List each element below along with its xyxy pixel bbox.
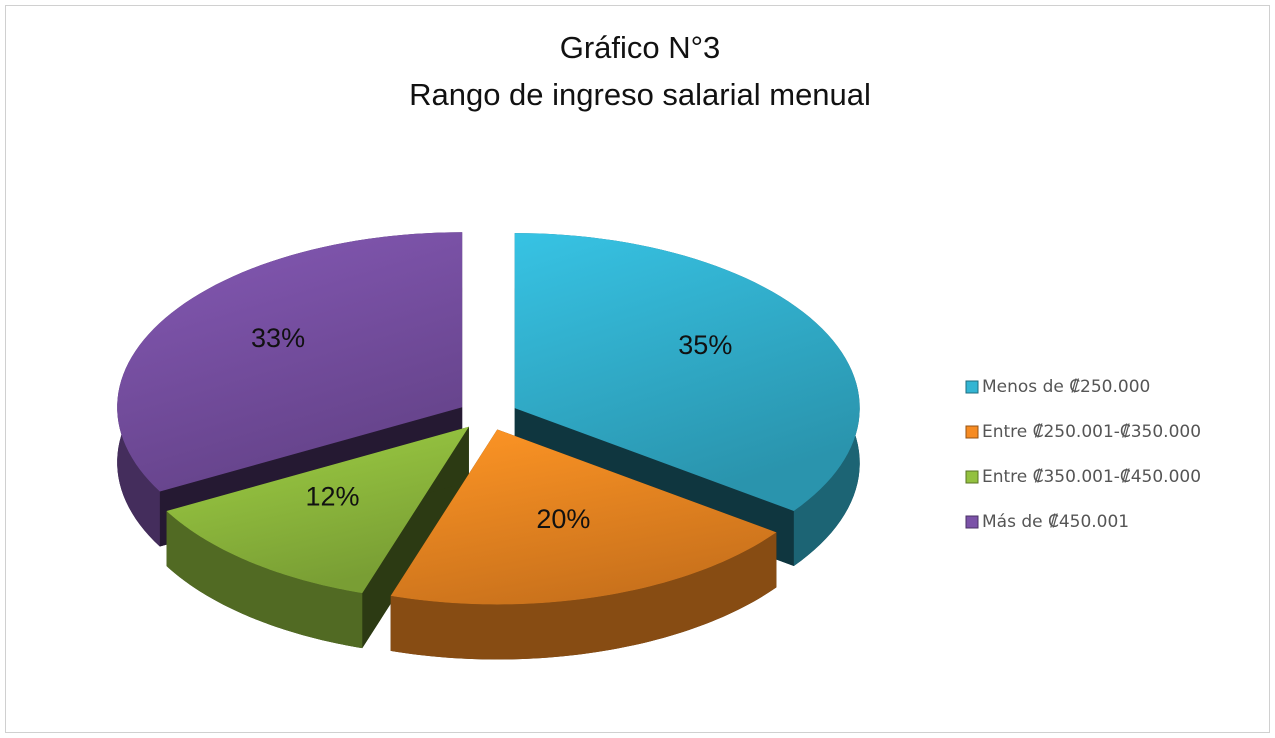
slice-wall — [390, 532, 777, 660]
slice — [390, 429, 777, 660]
slice-top — [117, 232, 463, 492]
slice-top — [390, 429, 777, 605]
legend-label: Menos de ₡250.000 — [982, 377, 1150, 397]
chart-title: Gráfico N°3 — [560, 30, 721, 65]
slice-wall — [166, 511, 363, 649]
data-label: 20% — [536, 504, 590, 534]
legend-swatch — [965, 470, 979, 484]
slice-top — [514, 233, 860, 511]
legend-label: Entre ₡250.001-₡350.000 — [982, 422, 1201, 442]
slice — [166, 426, 469, 649]
legend-label: Entre ₡350.001-₡450.000 — [982, 467, 1201, 487]
legend-swatch — [965, 515, 979, 529]
chart-subtitle: Rango de ingreso salarial menual — [409, 77, 871, 112]
legend-label: Más de ₡450.001 — [982, 512, 1129, 532]
legend-swatch — [965, 425, 979, 439]
slice-top — [166, 426, 469, 594]
data-label: 12% — [306, 481, 360, 511]
data-label: 35% — [678, 330, 732, 360]
data-label: 33% — [251, 323, 305, 353]
legend-swatch — [965, 380, 979, 394]
pie: 35% 20% 12% 33% — [117, 232, 860, 660]
legend: Menos de ₡250.000 Entre ₡250.001-₡350.000… — [965, 377, 1201, 532]
